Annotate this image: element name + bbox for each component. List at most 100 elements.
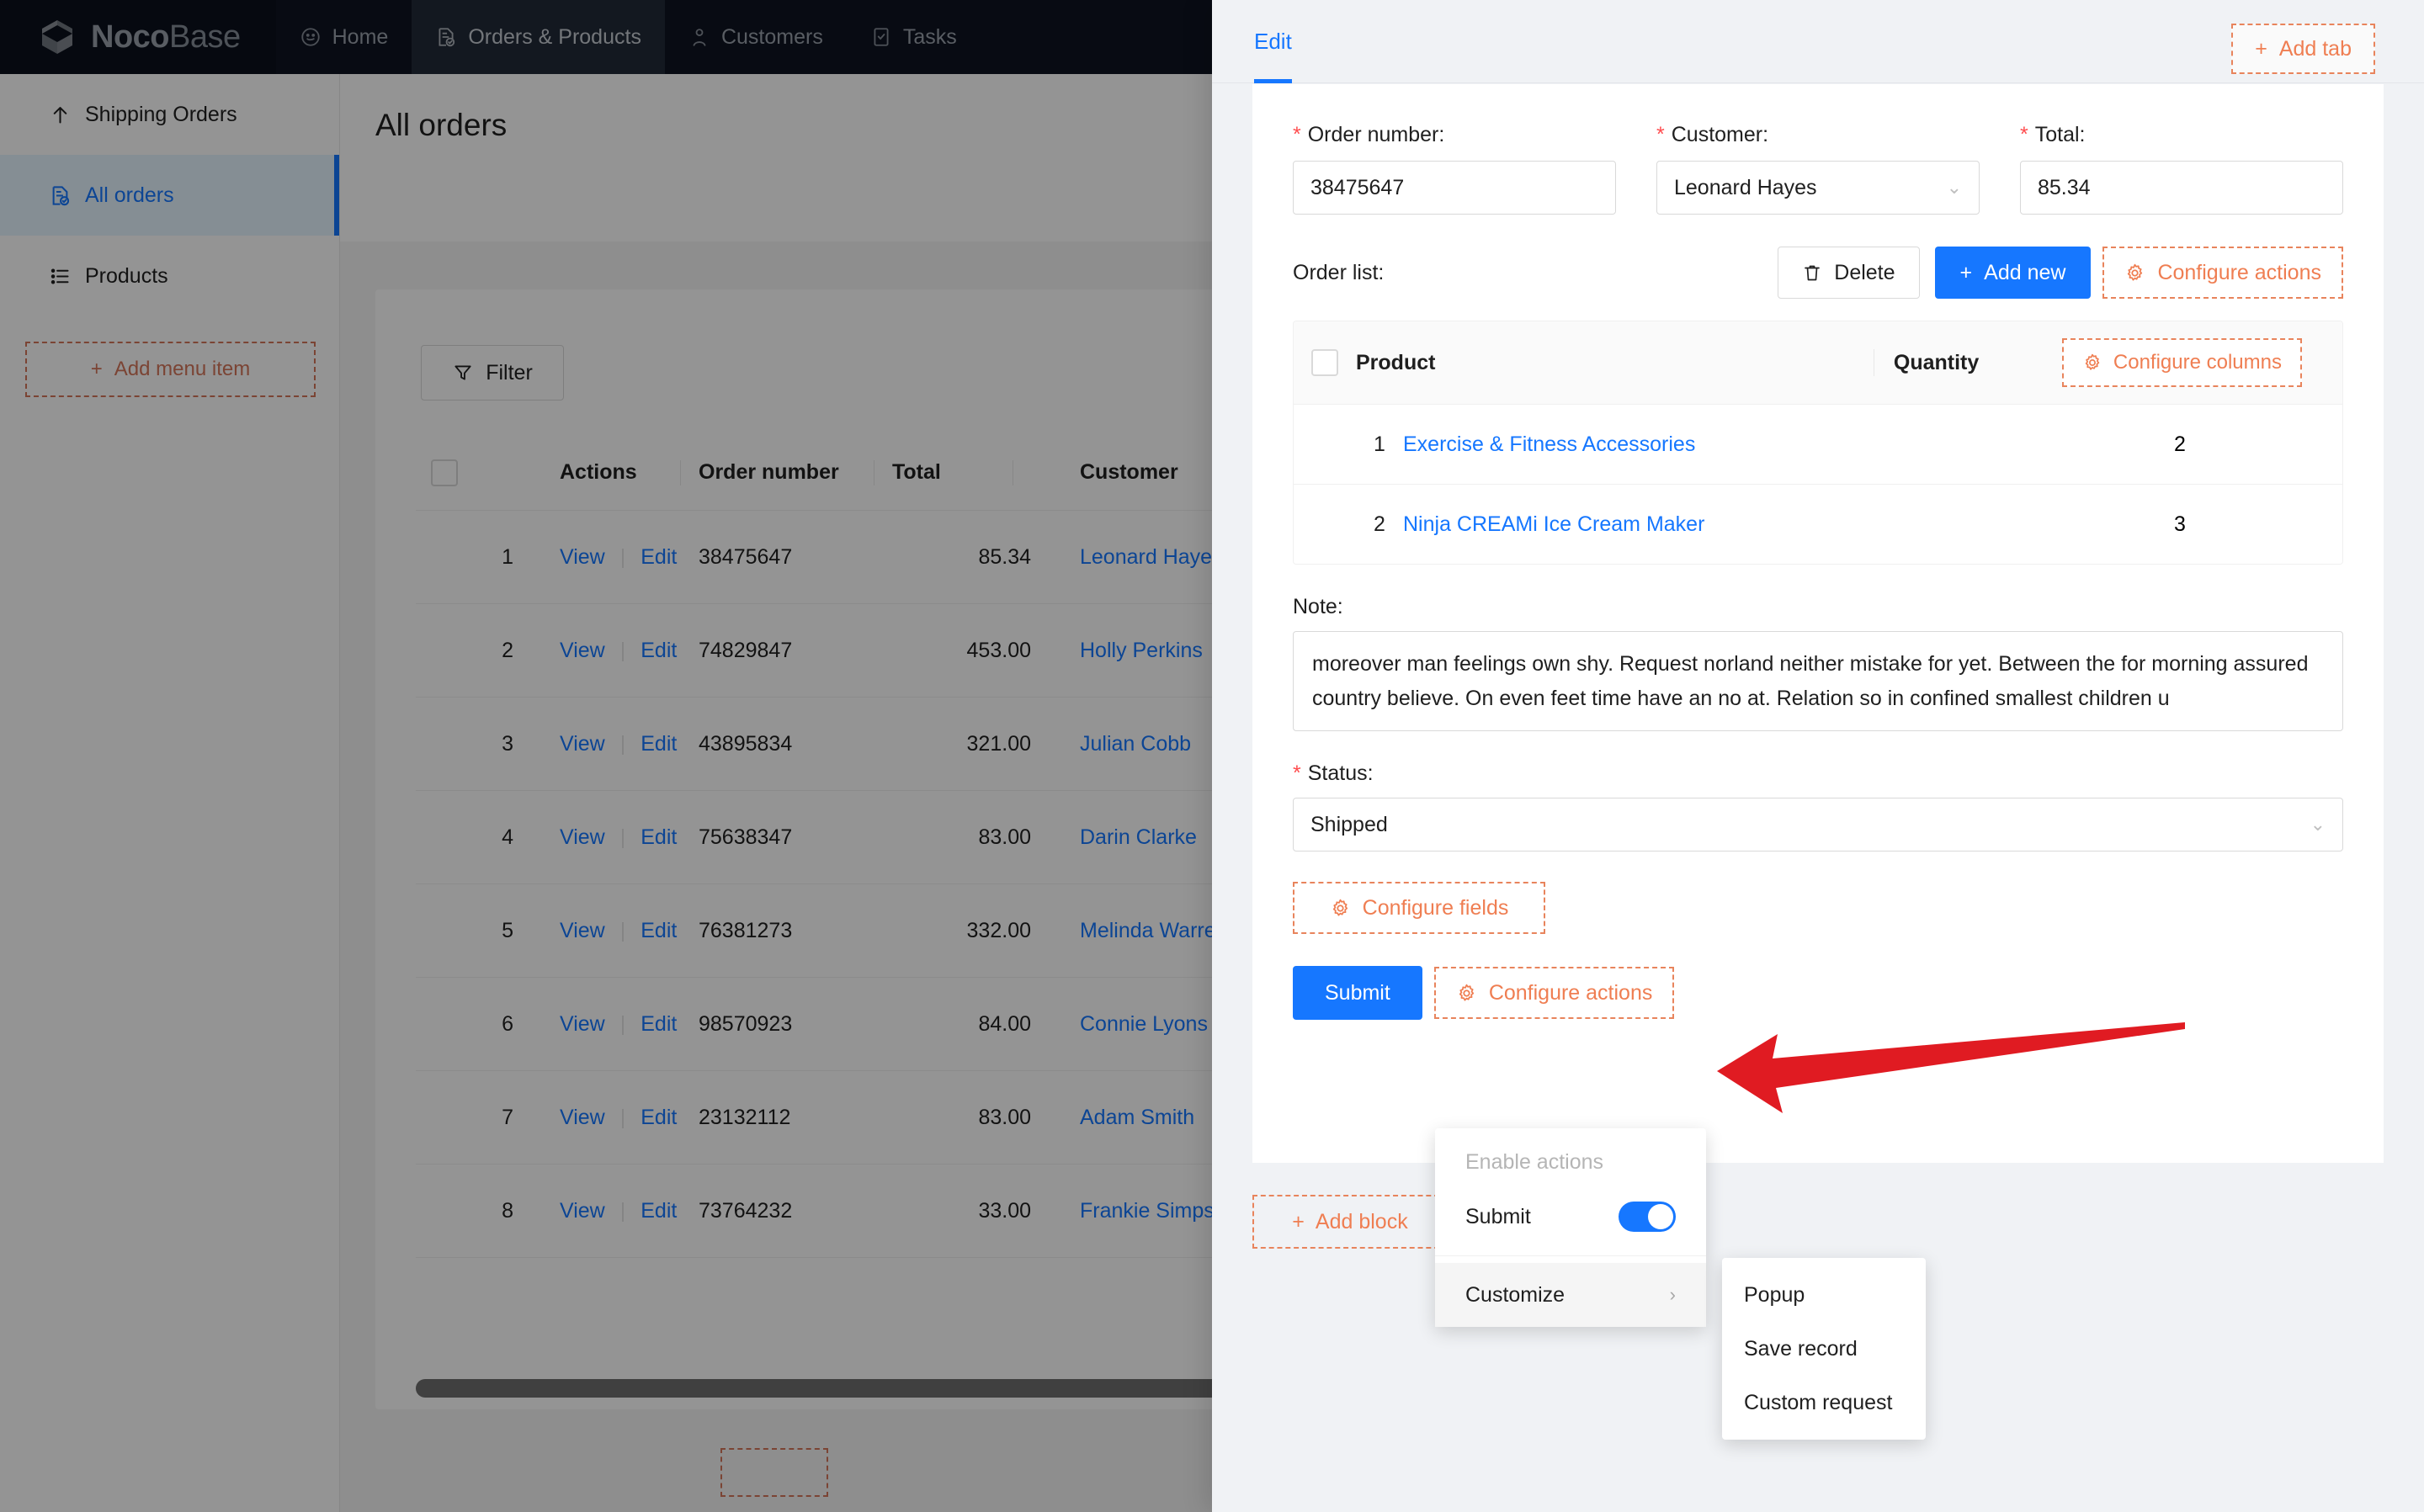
order-number-input[interactable]: 38475647: [1293, 161, 1616, 215]
configure-columns-button[interactable]: Configure columns: [2061, 338, 2302, 387]
configure-actions-label: Configure actions: [2157, 260, 2321, 284]
delete-button[interactable]: Delete: [1778, 247, 1920, 299]
order-list-row[interactable]: 1 Exercise & Fitness Accessories 2: [1294, 404, 2342, 484]
submenu-item-save-record-label: Save record: [1744, 1336, 1858, 1361]
drawer-header: Edit + Add tab: [1212, 0, 2424, 83]
customer-link[interactable]: Adam Smith: [1080, 1105, 1195, 1129]
dropdown-item-customize[interactable]: Customize ›: [1435, 1263, 1706, 1327]
product-select-all-checkbox[interactable]: [1311, 349, 1338, 376]
customer-select[interactable]: Leonard Hayes ⌄: [1656, 161, 1980, 215]
sidebar-item-all-orders[interactable]: All orders: [0, 155, 339, 236]
row-actions: View | Edit: [513, 545, 699, 570]
total-input[interactable]: 85.34: [2020, 161, 2343, 215]
submit-label: Submit: [1325, 980, 1390, 1005]
configure-columns-label: Configure columns: [2113, 351, 2282, 374]
select-all-checkbox[interactable]: [431, 459, 458, 486]
sidebar-item-products[interactable]: Products: [0, 236, 339, 316]
nav-item-customers[interactable]: Customers: [665, 0, 847, 74]
customer-link[interactable]: Holly Perkins: [1080, 638, 1203, 662]
row-actions: View | Edit: [513, 919, 699, 943]
add-block-button-background[interactable]: [720, 1448, 828, 1497]
view-link[interactable]: View: [560, 731, 605, 756]
edit-link[interactable]: Edit: [641, 825, 678, 849]
dropdown-item-submit[interactable]: Submit: [1435, 1185, 1706, 1249]
brand-logo-area[interactable]: NocoBase: [0, 0, 276, 74]
submit-button[interactable]: Submit: [1293, 966, 1422, 1020]
list-icon: [50, 268, 69, 284]
view-link[interactable]: View: [560, 918, 605, 942]
sidebar-item-shipping-orders[interactable]: Shipping Orders: [0, 74, 339, 155]
filter-button[interactable]: Filter: [421, 345, 564, 401]
cell-total: 83.00: [978, 1105, 1031, 1129]
row-actions: View | Edit: [513, 1199, 699, 1223]
edit-link[interactable]: Edit: [641, 731, 678, 756]
cell-customer: Leonard Hayes: [1031, 545, 1284, 570]
select-all-cell[interactable]: [416, 459, 473, 486]
tab-edit-label: Edit: [1254, 28, 1292, 54]
status-select[interactable]: Shipped ⌄: [1293, 798, 2343, 851]
submit-toggle-switch[interactable]: [1619, 1202, 1676, 1232]
view-link[interactable]: View: [560, 544, 605, 569]
submenu-item-custom-request[interactable]: Custom request: [1722, 1376, 1926, 1430]
nav-item-orders-products[interactable]: Orders & Products: [412, 0, 665, 74]
customer-link[interactable]: Darin Clarke: [1080, 825, 1197, 849]
add-menu-item-button[interactable]: + Add menu item: [25, 342, 316, 397]
row-index: 2: [502, 638, 513, 662]
view-link[interactable]: View: [560, 638, 605, 662]
field-customer: * Customer: Leonard Hayes ⌄: [1656, 123, 1980, 215]
view-link[interactable]: View: [560, 1105, 605, 1129]
cell-order-number: 38475647: [699, 544, 793, 569]
add-tab-button[interactable]: + Add tab: [2231, 24, 2375, 74]
view-link[interactable]: View: [560, 825, 605, 849]
row-index: 4: [502, 825, 513, 849]
tab-edit[interactable]: Edit: [1254, 0, 1292, 83]
row-index: 3: [502, 731, 513, 756]
edit-link[interactable]: Edit: [641, 638, 678, 662]
edit-link[interactable]: Edit: [641, 544, 678, 569]
arrow-up-icon: [53, 106, 67, 124]
view-link[interactable]: View: [560, 1011, 605, 1036]
cell-order-number: 76381273: [699, 918, 793, 942]
submenu-item-popup[interactable]: Popup: [1722, 1268, 1926, 1322]
customer-link[interactable]: Leonard Hayes: [1080, 544, 1223, 569]
edit-link[interactable]: Edit: [641, 1198, 678, 1223]
smiley-icon: [300, 28, 320, 46]
field-label-total: * Total:: [2020, 123, 2086, 146]
note-textarea[interactable]: moreover man feelings own shy. Request n…: [1293, 631, 2343, 731]
edit-link[interactable]: Edit: [641, 918, 678, 942]
cell-total: 33.00: [978, 1198, 1031, 1223]
field-label-note: Note:: [1293, 595, 1343, 618]
configure-actions-button-order-list[interactable]: Configure actions: [2102, 247, 2343, 299]
column-header-actions: Actions: [560, 460, 637, 484]
cell-customer: Adam Smith: [1031, 1106, 1284, 1130]
configure-actions-button-form[interactable]: Configure actions: [1433, 967, 1675, 1019]
order-list-row[interactable]: 2 Ninja CREAMi Ice Cream Maker 3: [1294, 484, 2342, 564]
edit-link[interactable]: Edit: [641, 1011, 678, 1036]
customer-link[interactable]: Connie Lyons: [1080, 1011, 1208, 1036]
view-link[interactable]: View: [560, 1198, 605, 1223]
drawer-form: * Order number: 38475647 * Customer: Leona…: [1252, 84, 2384, 1163]
product-link[interactable]: Ninja CREAMi Ice Cream Maker: [1403, 512, 1705, 536]
customer-link[interactable]: Julian Cobb: [1080, 731, 1192, 756]
nav-item-tasks[interactable]: Tasks: [847, 0, 981, 74]
brand-name: NocoBase: [91, 19, 241, 55]
order-list-table-header: Product Quantity Configure columns: [1294, 321, 2342, 404]
configure-fields-button[interactable]: Configure fields: [1293, 882, 1545, 934]
cell-customer: Julian Cobb: [1031, 732, 1284, 756]
required-asterisk-icon: *: [2020, 123, 2028, 146]
cell-total: 453.00: [966, 638, 1031, 662]
add-new-button[interactable]: + Add new: [1934, 247, 2092, 299]
product-select-all-cell[interactable]: [1294, 349, 1356, 376]
add-block-button[interactable]: + Add block: [1252, 1195, 1448, 1249]
form-row-primary: * Order number: 38475647 * Customer: Leona…: [1293, 123, 2343, 215]
trash-icon: [1805, 265, 1821, 281]
nav-item-home[interactable]: Home: [276, 0, 412, 74]
customer-link[interactable]: Frankie Simpson: [1080, 1198, 1238, 1223]
submenu-item-save-record[interactable]: Save record: [1722, 1322, 1926, 1376]
cell-order-number: 98570923: [699, 1011, 793, 1036]
customer-link[interactable]: Melinda Warren: [1080, 918, 1228, 942]
edit-link[interactable]: Edit: [641, 1105, 678, 1129]
required-asterisk-icon: *: [1656, 123, 1665, 146]
add-menu-item-label: Add menu item: [114, 358, 251, 380]
product-link[interactable]: Exercise & Fitness Accessories: [1403, 432, 1696, 456]
